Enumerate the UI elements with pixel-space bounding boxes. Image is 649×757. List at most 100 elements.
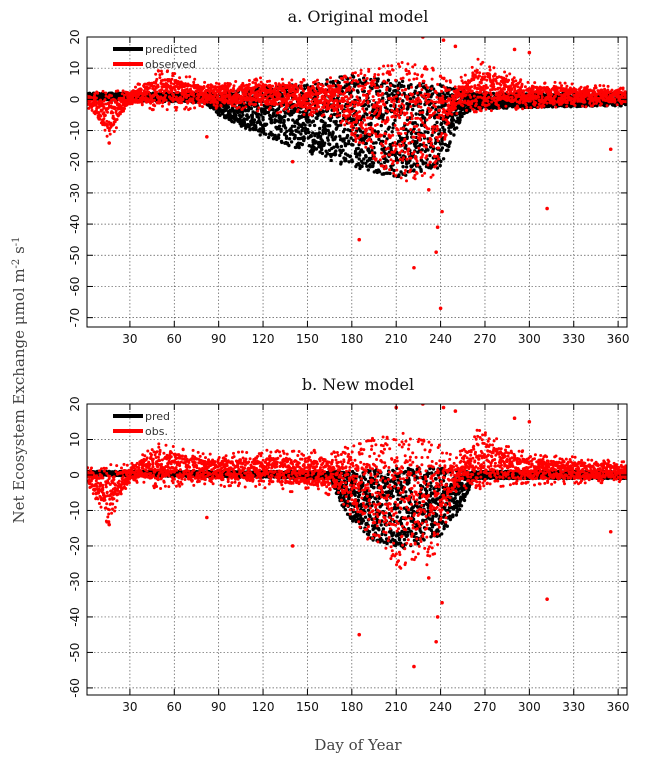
predicted-point [381,113,386,117]
observed-point [279,110,283,114]
observed-point [151,108,155,112]
predicted-point [338,134,342,138]
observed-point [244,105,248,109]
predicted-point [441,157,446,161]
predicted-point [250,113,254,117]
predicted-point [287,143,291,148]
observed-point [259,80,263,84]
predicted-point [436,105,441,109]
predicted-point [391,126,395,130]
predicted-point [294,145,299,149]
observed-point [193,106,197,110]
predicted-point [408,97,413,101]
series-observed [87,37,627,311]
predicted-point [337,81,341,85]
predicted-point [430,84,434,89]
predicted-point [303,123,307,127]
observed-point [309,96,313,99]
observed-point [164,93,168,97]
observed-point [264,83,268,87]
observed-point [154,72,158,76]
observed-point [188,107,192,111]
observed-point [301,89,305,93]
predicted-point [412,95,416,99]
predicted-point [316,113,320,118]
observed-point [228,82,232,86]
predicted-point [441,125,445,130]
predicted-point [226,105,231,109]
predicted-point [418,143,423,147]
predicted-point [309,134,313,138]
predicted-point [430,133,434,137]
observed-point [290,78,294,82]
predicted-point [318,134,323,138]
observed-point [106,110,109,114]
predicted-point [321,109,325,114]
observed-point [152,98,156,102]
observed-point [289,100,293,104]
predicted-point [293,124,297,128]
observed-point [259,76,262,80]
predicted-point [299,132,303,136]
series-layer [87,37,627,311]
observed-point [304,109,308,113]
predicted-point [364,161,368,166]
predicted-point [452,133,456,137]
predicted-point [412,127,416,131]
observed-point [160,72,164,76]
observed-point [174,108,178,112]
predicted-point [426,130,430,135]
predicted-point [242,117,247,122]
observed-point [105,134,109,138]
observed-point [173,72,177,76]
panel-a-plot-area: 30 60 90 120 150 180 210 240 270 300 330 36020100-1… [68,29,630,346]
predicted-point [306,127,310,132]
predicted-point [276,107,281,111]
panel-a-title: a. Original model [288,7,429,26]
predicted-point [363,103,368,107]
predicted-point [283,114,287,118]
predicted-point [300,142,304,147]
predicted-point [258,127,263,131]
predicted-point [358,153,362,157]
observed-point [158,76,162,80]
predicted-point [377,137,381,142]
observed-point [138,82,141,86]
predicted-point [364,141,368,146]
predicted-point [423,130,427,134]
observed-point [98,117,102,121]
observed-point [169,81,173,85]
observed-point [139,88,143,92]
predicted-point [256,112,261,117]
observed-point [110,101,114,105]
predicted-point [424,161,428,165]
predicted-point [428,153,432,158]
observed-point [254,102,258,106]
predicted-point [315,116,319,121]
predicted-point [286,118,290,122]
predicted-point [414,112,418,116]
predicted-point [268,113,272,118]
predicted-point [411,107,415,112]
predicted-point [339,144,344,149]
predicted-point [392,84,397,88]
predicted-point [293,135,297,139]
observed-point [307,101,310,105]
observed-point [278,93,282,97]
y-axis-label-sup2: -1 [11,236,22,246]
observed-point [104,91,108,95]
predicted-point [430,92,435,96]
predicted-point [413,89,417,93]
predicted-point [278,120,283,124]
predicted-point [238,117,242,121]
predicted-point [350,159,354,164]
observed-point [140,103,144,107]
predicted-point [435,120,439,125]
predicted-point [332,112,337,117]
predicted-point [327,131,332,136]
predicted-point [301,126,305,130]
predicted-point [390,130,394,134]
predicted-point [550,105,555,109]
observed-point [193,77,197,81]
predicted-point [356,90,360,94]
